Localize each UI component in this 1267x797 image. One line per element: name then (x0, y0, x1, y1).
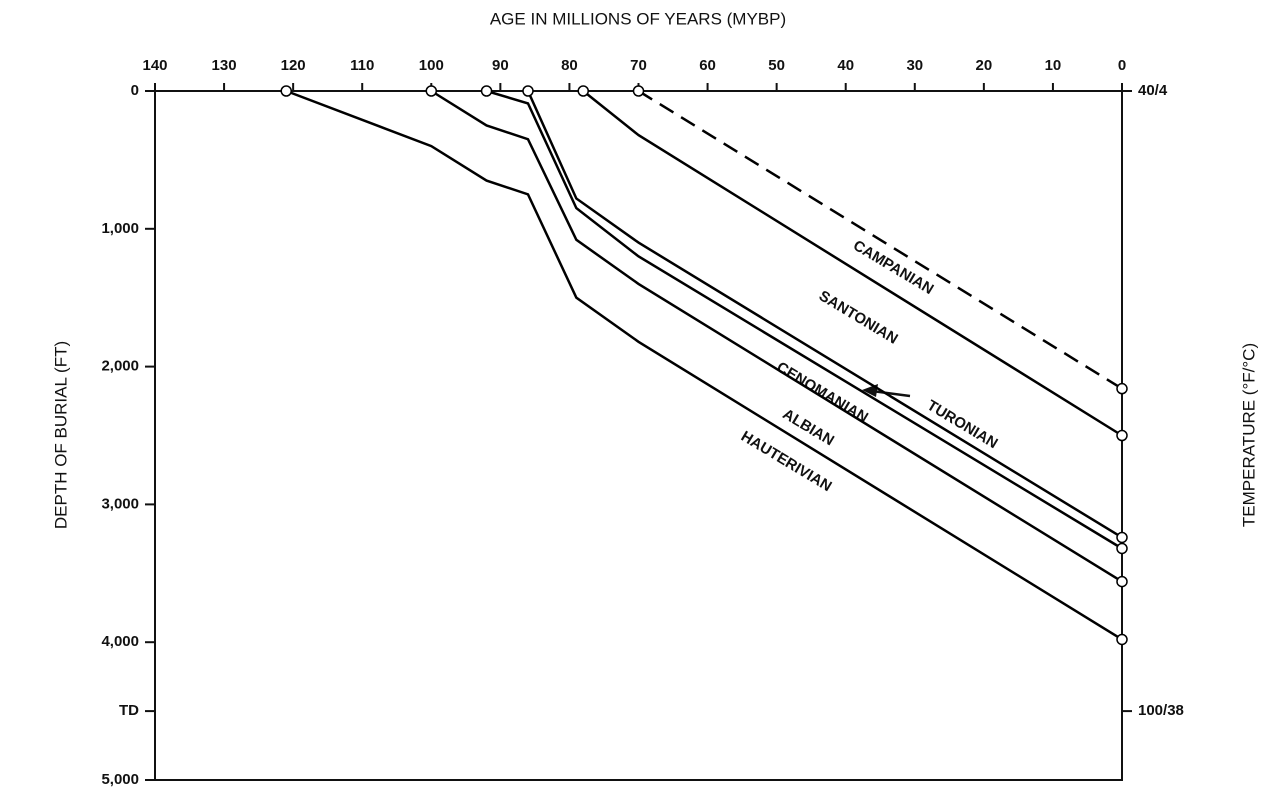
end-marker (1116, 542, 1128, 555)
end-marker (280, 85, 292, 97)
y2-tick-label: 40/4 (1138, 82, 1168, 99)
x-tick-label: 40 (837, 57, 854, 74)
x-tick-label: 90 (492, 57, 509, 74)
series-line (637, 89, 1123, 390)
x-tick-label: 10 (1045, 57, 1062, 74)
series-line (526, 90, 1123, 539)
turonian-arrow (871, 389, 911, 398)
end-marker (1116, 429, 1128, 442)
series-line (285, 89, 1123, 641)
x-tick-label: 130 (212, 57, 237, 74)
y-tick-label: TD (119, 702, 139, 719)
end-marker (480, 85, 493, 97)
end-marker (522, 85, 534, 97)
x-tick-label: 60 (699, 57, 716, 74)
series-line (430, 89, 1123, 583)
y-axis-title: DEPTH OF BURIAL (FT) (51, 341, 70, 529)
y-tick-label: 2,000 (101, 358, 139, 375)
y-tick-label: 0 (131, 82, 139, 99)
x-tick-label: 50 (768, 57, 785, 74)
series-label: SANTONIAN (816, 287, 901, 347)
x-tick-label: 100 (419, 57, 444, 74)
x-tick-label: 140 (142, 57, 167, 74)
y-tick-label: 1,000 (101, 220, 139, 237)
x-tick-label: 30 (906, 57, 923, 74)
y-tick-label: 5,000 (101, 771, 139, 788)
end-marker (1116, 531, 1128, 544)
end-marker (632, 85, 645, 97)
y-tick-label: 4,000 (101, 633, 139, 650)
x-tick-label: 110 (350, 57, 374, 74)
series-line (486, 89, 1123, 550)
series-label: ALBIAN (780, 406, 837, 450)
x-tick-label: 0 (1118, 57, 1126, 74)
end-marker (1116, 382, 1128, 395)
x-tick-label: 20 (976, 57, 993, 74)
end-marker (425, 85, 438, 97)
series-line (582, 90, 1123, 437)
end-marker (1116, 575, 1128, 588)
end-marker (577, 85, 589, 97)
y2-axis-title: TEMPERATURE (°F/°C) (1239, 343, 1258, 527)
x-tick-label: 120 (281, 57, 306, 74)
x-tick-label: 80 (561, 57, 578, 74)
x-tick-label: 70 (630, 57, 647, 74)
y2-tick-label: 100/38 (1138, 702, 1184, 719)
end-marker (1116, 633, 1128, 646)
y-tick-label: 3,000 (101, 495, 139, 512)
x-axis-title: AGE IN MILLIONS OF YEARS (MYBP) (490, 9, 786, 28)
